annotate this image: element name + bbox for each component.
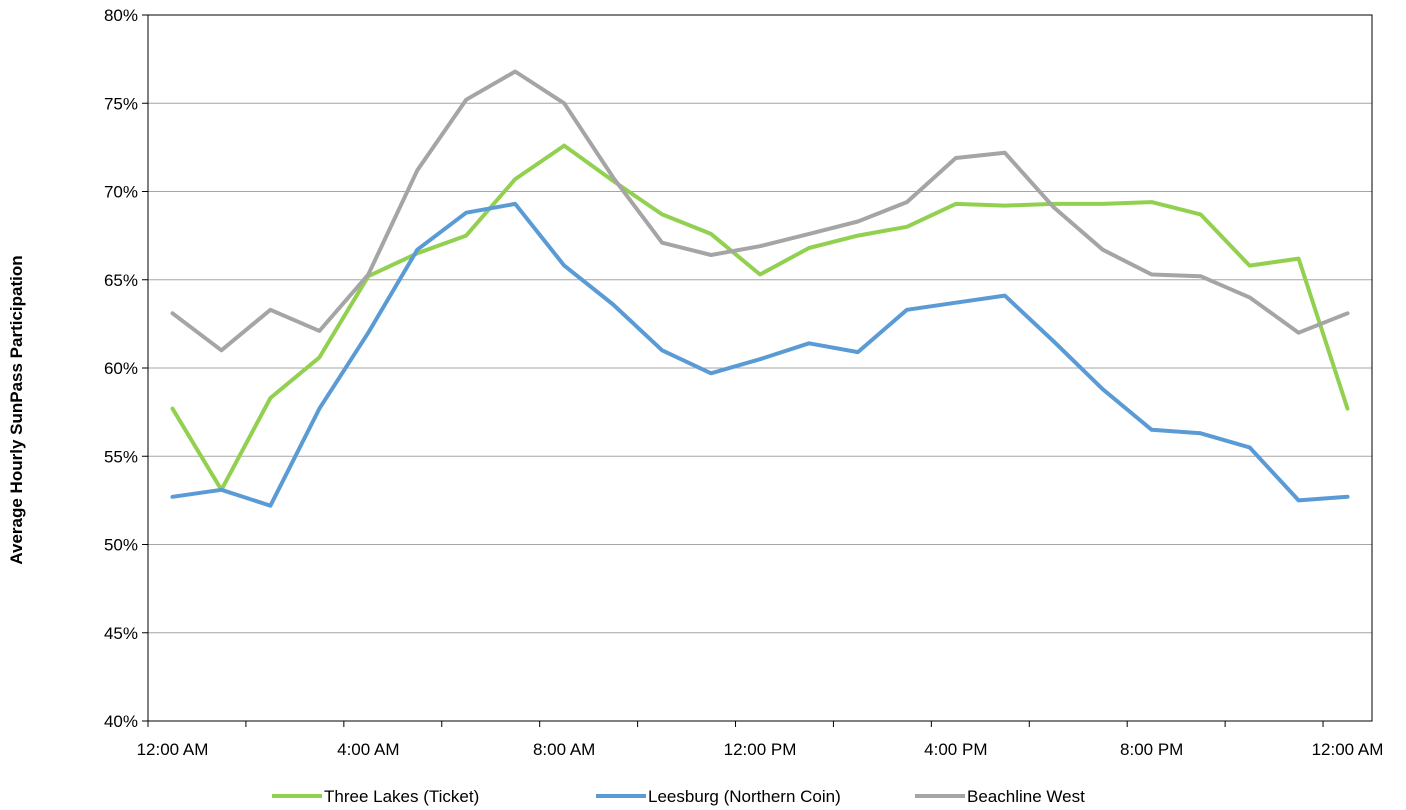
y-tick-label: 80% [104,6,138,25]
series-line-1 [173,146,1348,490]
y-axis-label: Average Hourly SunPass Participation [7,255,26,564]
y-tick-label: 75% [104,94,138,113]
gridlines [142,15,1372,721]
x-tick-label: 12:00 PM [724,740,797,759]
x-tick-label: 12:00 AM [1312,740,1384,759]
y-tick-label: 70% [104,183,138,202]
y-tick-label: 40% [104,712,138,731]
legend: Three Lakes (Ticket) Leesburg (Northern C… [272,787,1085,806]
y-tick-label: 50% [104,536,138,555]
y-tick-label: 45% [104,624,138,643]
y-tick-label: 65% [104,271,138,290]
series-line-2 [173,204,1348,506]
x-tick-label: 4:00 PM [924,740,987,759]
x-tick-label: 8:00 AM [533,740,595,759]
legend-label: Three Lakes (Ticket) [324,787,479,806]
y-tick-label: 55% [104,447,138,466]
series-lines [173,72,1348,506]
y-axis-tick-labels: 40% 45% 50% 55% 60% 65% 70% 75% 80% [104,6,138,731]
y-tick-label: 60% [104,359,138,378]
x-tick-label: 4:00 AM [337,740,399,759]
x-tick-label: 12:00 AM [137,740,209,759]
x-axis-tick-labels: 12:00 AM 4:00 AM 8:00 AM 12:00 PM 4:00 PM 8:0… [137,740,1384,759]
x-axis-ticks [148,721,1323,727]
x-tick-label: 8:00 PM [1120,740,1183,759]
legend-label: Leesburg (Northern Coin) [648,787,841,806]
legend-label: Beachline West [967,787,1085,806]
